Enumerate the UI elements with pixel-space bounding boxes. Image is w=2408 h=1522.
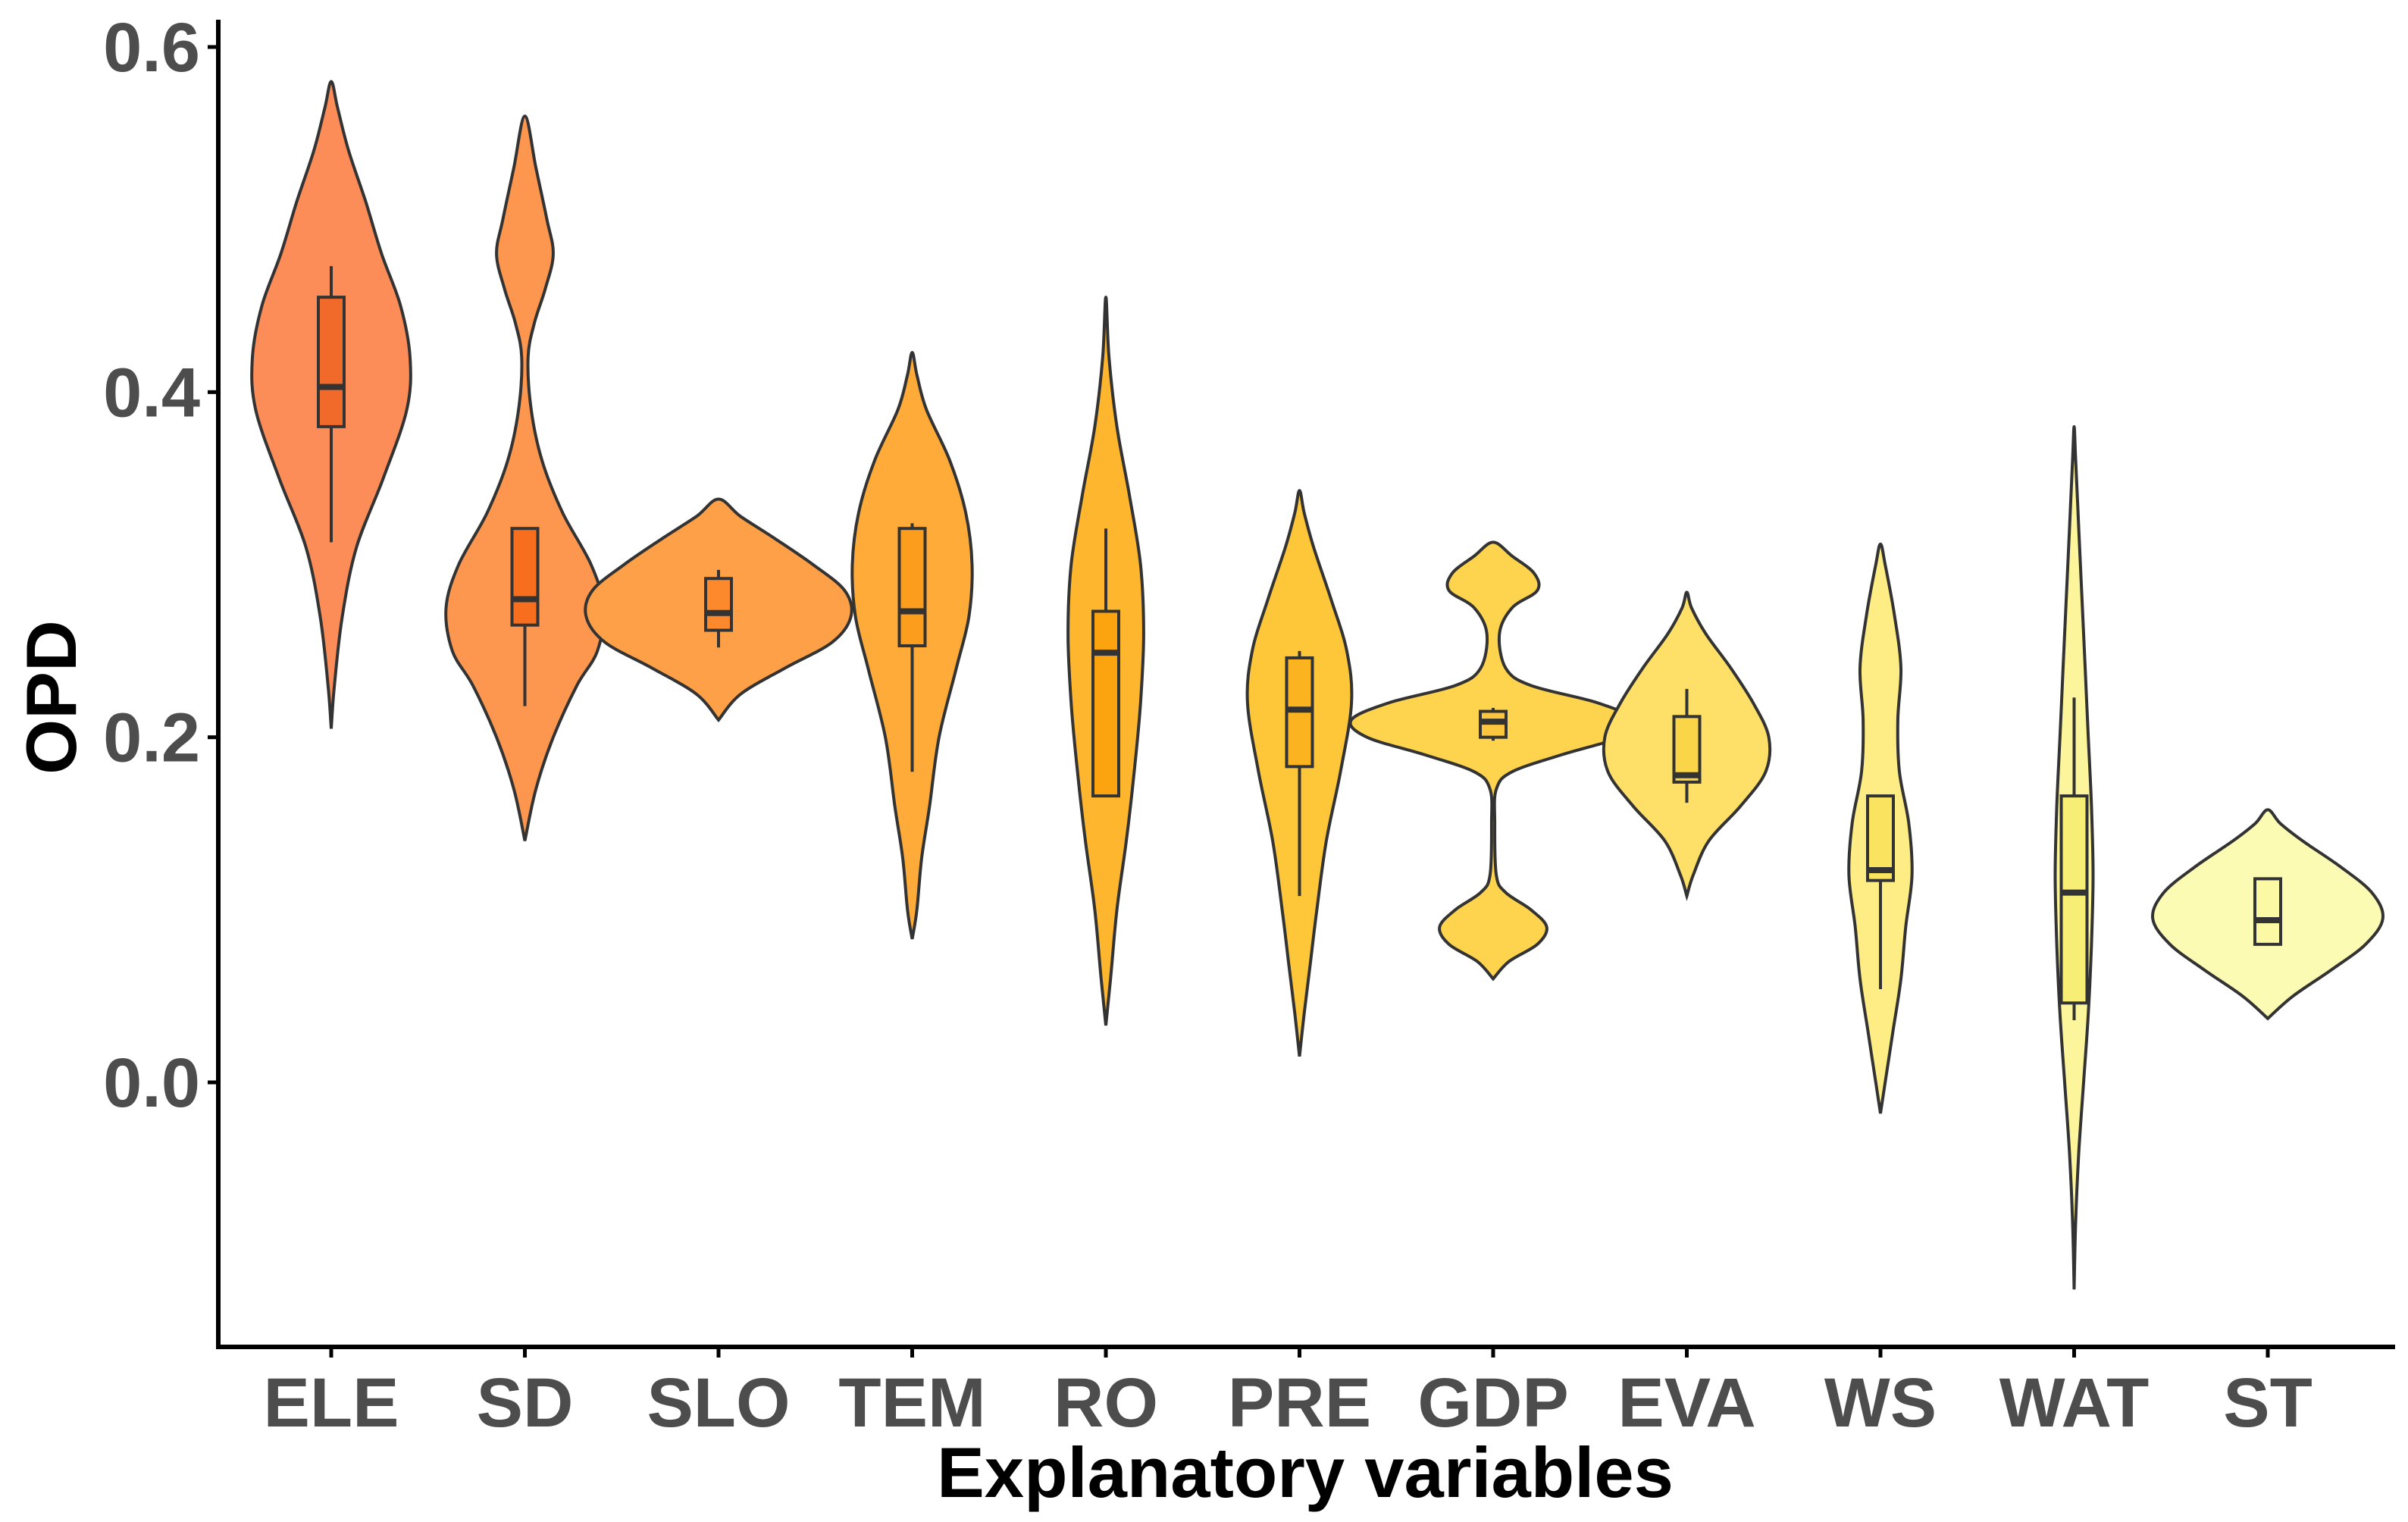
x-tick-label-ro: RO (1054, 1364, 1158, 1442)
x-tick-label-pre: PRE (1228, 1364, 1371, 1442)
violin-group-gdp (1348, 540, 1638, 982)
x-axis-title: Explanatory variables (937, 1433, 1674, 1512)
x-tick-label-tem: TEM (838, 1364, 985, 1442)
x-tick-label-ele: ELE (264, 1364, 399, 1442)
violin-group-ro (1066, 296, 1145, 1026)
box-sd (510, 527, 540, 627)
x-tick-label-ws: WS (1824, 1364, 1937, 1442)
x-tick-label-sd: SD (477, 1364, 574, 1442)
violin-group-sd (444, 114, 606, 841)
x-tick-label-wat: WAT (1999, 1364, 2150, 1442)
box-tem (897, 527, 927, 648)
y-tick-label: 0.4 (103, 354, 200, 431)
box-ro (1091, 609, 1120, 798)
violin-group-st (2151, 808, 2385, 1021)
violin-group-eva (1602, 590, 1772, 901)
box-wat (2059, 794, 2089, 1005)
violin-sd (444, 114, 606, 841)
violin-group-pre (1245, 489, 1354, 1057)
box-st (2253, 877, 2282, 946)
x-tick-label-gdp: GDP (1417, 1364, 1568, 1442)
violin-gdp (1348, 540, 1638, 982)
violin-group-tem (850, 350, 974, 940)
violin-group-ws (1847, 542, 1914, 1114)
box-ws (1866, 794, 1895, 882)
box-ele (317, 296, 346, 428)
box-slo (704, 577, 733, 632)
y-axis-ticks: 0.0 0.2 0.4 0.6 (103, 9, 218, 1122)
x-axis-ticks: ELE SD SLO TEM RO PRE GDP EVA WS WAT ST (264, 1347, 2312, 1442)
box-eva (1672, 715, 1702, 784)
x-tick-label-slo: SLO (647, 1364, 790, 1442)
y-tick-label: 0.2 (103, 700, 200, 777)
violin-group-slo (584, 497, 853, 722)
violin-group-wat (2053, 424, 2095, 1290)
x-tick-label-st: ST (2223, 1364, 2312, 1442)
y-tick-label: 0.0 (103, 1044, 200, 1122)
violins-layer (250, 80, 2385, 1290)
y-tick-label: 0.6 (103, 9, 200, 86)
violin-group-ele (250, 80, 412, 729)
y-axis-title: OPD (11, 620, 91, 775)
x-tick-label-eva: EVA (1617, 1364, 1755, 1442)
